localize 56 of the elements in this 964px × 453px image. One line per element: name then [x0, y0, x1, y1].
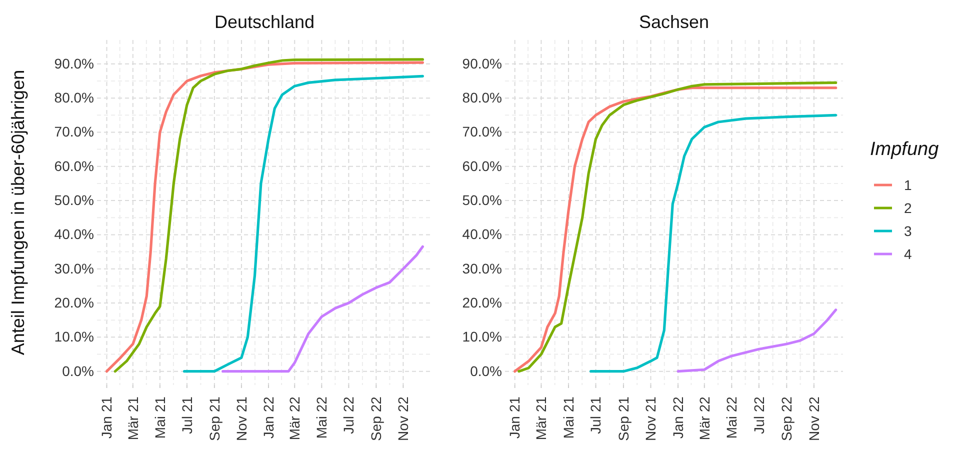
- y-tick-label: 70.0%: [54, 124, 94, 140]
- y-axis-title: Anteil Impfungen in über-60jährigen: [8, 70, 28, 356]
- y-tick-label: 30.0%: [54, 260, 94, 276]
- legend-title: Impfung: [870, 139, 940, 160]
- x-tick-label: Nov 22: [395, 396, 412, 441]
- x-tick-label: Jan 21: [506, 396, 523, 439]
- x-tick-label: Mär 21: [533, 396, 550, 440]
- y-tick-label: 90.0%: [54, 55, 94, 72]
- x-tick-label: Jan 21: [98, 396, 115, 439]
- x-tick-label: Sep 22: [368, 396, 384, 441]
- y-tick-label: 10.0%: [462, 328, 502, 345]
- y-tick-label: 10.0%: [54, 328, 94, 345]
- x-tick-label: Mai 21: [560, 396, 576, 439]
- x-tick-label: Mai 22: [724, 396, 740, 439]
- x-tick-label: Mai 21: [152, 396, 168, 439]
- x-tick-label: Jul 21: [588, 396, 604, 434]
- x-tick-label: Sep 21: [206, 396, 222, 441]
- legend-label: 2: [904, 200, 912, 216]
- y-tick-label: 50.0%: [462, 192, 502, 208]
- y-tick-label: 20.0%: [462, 294, 502, 310]
- y-tick-label: 80.0%: [462, 90, 502, 106]
- chart-title: Deutschland: [214, 12, 315, 32]
- x-tick-label: Nov 21: [233, 396, 250, 441]
- x-tick-label: Jul 22: [340, 396, 357, 434]
- y-tick-label: 50.0%: [54, 192, 94, 208]
- x-tick-label: Jul 22: [750, 396, 767, 434]
- legend-label: 4: [904, 246, 912, 262]
- y-tick-label: 20.0%: [54, 294, 94, 310]
- y-tick-label: 40.0%: [54, 226, 94, 242]
- line-series: [590, 114, 838, 373]
- x-tick-label: Jan 22: [260, 396, 276, 439]
- x-tick-label: Nov 21: [642, 396, 659, 441]
- y-tick-label: 30.0%: [462, 260, 502, 276]
- y-tick-label: 60.0%: [54, 158, 94, 174]
- y-tick-label: 80.0%: [54, 90, 94, 106]
- x-tick-label: Mär 22: [696, 396, 712, 440]
- x-tick-label: Mai 22: [314, 396, 330, 439]
- y-tick-label: 0.0%: [470, 362, 502, 379]
- line-series: [676, 308, 838, 373]
- x-tick-label: Jan 22: [670, 396, 686, 439]
- y-tick-label: 60.0%: [462, 158, 502, 174]
- line-series: [182, 74, 424, 373]
- x-tick-label: Mär 22: [286, 396, 303, 440]
- x-tick-label: Sep 22: [778, 396, 795, 441]
- x-tick-label: Sep 21: [615, 396, 632, 441]
- legend-label: 1: [904, 177, 912, 193]
- y-tick-label: 40.0%: [462, 226, 502, 242]
- y-tick-label: 0.0%: [62, 362, 94, 379]
- line-series: [222, 245, 424, 373]
- x-tick-label: Nov 22: [806, 396, 822, 441]
- x-tick-label: Mär 21: [124, 396, 141, 440]
- chart-title: Sachsen: [638, 12, 710, 32]
- y-tick-label: 70.0%: [462, 124, 502, 140]
- x-tick-label: Jul 21: [178, 396, 195, 434]
- legend-label: 3: [904, 223, 912, 239]
- y-tick-label: 90.0%: [462, 55, 502, 72]
